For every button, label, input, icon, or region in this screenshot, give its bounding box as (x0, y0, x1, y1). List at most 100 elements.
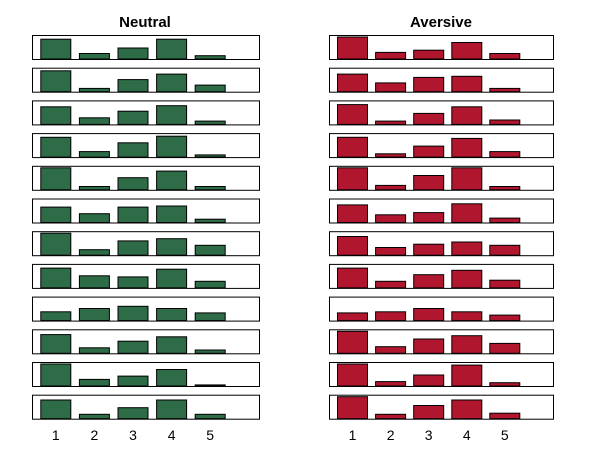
bar-aversive-row-4-cat-3 (413, 145, 445, 158)
panel-aversive-row-5 (329, 165, 554, 191)
bar-aversive-row-10-cat-2 (375, 346, 407, 354)
bar-aversive-row-7-cat-4 (451, 241, 483, 256)
bar-neutral-row-2-cat-4 (156, 73, 188, 93)
bar-neutral-row-7-cat-2 (78, 249, 110, 256)
bar-aversive-row-11-cat-5 (489, 382, 521, 387)
bar-neutral-row-7-cat-4 (156, 238, 188, 256)
x-tick-aversive-1: 1 (349, 427, 357, 443)
panel-aversive-row-9 (329, 296, 554, 322)
panels (32, 35, 554, 420)
bar-neutral-row-6-cat-3 (117, 206, 149, 224)
bar-neutral-row-11-cat-5 (194, 384, 226, 387)
bar-neutral-row-10-cat-3 (117, 340, 149, 354)
bar-aversive-row-2-cat-4 (451, 75, 483, 93)
bar-neutral-row-4-cat-3 (117, 142, 149, 158)
bar-neutral-row-3-cat-3 (117, 110, 149, 125)
chart-title-neutral: Neutral (119, 14, 171, 31)
bar-neutral-row-11-cat-3 (117, 375, 149, 387)
bar-neutral-row-11-cat-2 (78, 378, 110, 387)
bar-neutral-row-1-cat-5 (194, 55, 226, 60)
bar-neutral-row-7-cat-3 (117, 240, 149, 256)
panel-neutral-row-5 (32, 165, 260, 191)
bar-aversive-row-8-cat-4 (451, 269, 483, 289)
bar-neutral-row-9-cat-5 (194, 312, 226, 322)
panel-aversive-row-6 (329, 198, 554, 224)
bar-neutral-row-12-cat-2 (78, 413, 110, 420)
bar-aversive-row-6-cat-1 (337, 204, 368, 223)
x-tick-aversive-3: 3 (425, 427, 433, 443)
bar-neutral-row-5-cat-1 (40, 167, 72, 191)
bar-aversive-row-8-cat-3 (413, 274, 445, 289)
bar-aversive-row-9-cat-4 (451, 311, 483, 322)
panel-aversive-row-1 (329, 35, 554, 60)
bar-aversive-row-1-cat-4 (451, 42, 483, 60)
bar-aversive-row-6-cat-5 (489, 217, 521, 224)
bar-aversive-row-3-cat-3 (413, 112, 445, 125)
x-tick-neutral-5: 5 (206, 427, 214, 443)
bar-neutral-row-2-cat-3 (117, 79, 149, 93)
bar-neutral-row-6-cat-4 (156, 205, 188, 223)
bar-aversive-row-6-cat-3 (413, 212, 445, 224)
x-tick-aversive-5: 5 (501, 427, 509, 443)
bar-aversive-row-10-cat-4 (451, 335, 483, 354)
bar-aversive-row-5-cat-4 (451, 167, 483, 191)
bar-aversive-row-2-cat-5 (489, 87, 521, 93)
bar-neutral-row-6-cat-5 (194, 218, 226, 223)
bar-aversive-row-5-cat-5 (489, 186, 521, 191)
x-tick-aversive-4: 4 (463, 427, 471, 443)
bar-neutral-row-2-cat-1 (40, 70, 72, 93)
panel-neutral-row-12 (32, 394, 260, 420)
bar-aversive-row-8-cat-5 (489, 279, 521, 289)
panel-aversive-row-4 (329, 133, 554, 159)
x-tick-neutral-3: 3 (129, 427, 137, 443)
bar-aversive-row-11-cat-2 (375, 381, 407, 387)
bar-neutral-row-11-cat-4 (156, 369, 188, 387)
bar-neutral-row-8-cat-1 (40, 267, 72, 289)
bar-neutral-row-5-cat-3 (117, 177, 149, 191)
bar-aversive-row-7-cat-2 (375, 247, 407, 256)
bar-aversive-row-11-cat-3 (413, 374, 445, 387)
bar-aversive-row-5-cat-1 (337, 167, 368, 191)
bar-aversive-row-2-cat-2 (375, 82, 407, 93)
panel-aversive-row-7 (329, 231, 554, 257)
bar-neutral-row-9-cat-1 (40, 311, 72, 322)
bar-aversive-row-8-cat-1 (337, 267, 368, 289)
bar-aversive-row-9-cat-3 (413, 308, 445, 322)
bar-aversive-row-12-cat-4 (451, 399, 483, 420)
bar-neutral-row-8-cat-2 (78, 275, 110, 289)
bar-aversive-row-9-cat-5 (489, 314, 521, 322)
bar-aversive-row-10-cat-3 (413, 338, 445, 354)
bar-aversive-row-12-cat-3 (413, 405, 445, 420)
bar-neutral-row-5-cat-4 (156, 170, 188, 191)
panel-aversive-row-8 (329, 263, 554, 289)
panel-neutral-row-2 (32, 67, 260, 93)
bar-aversive-row-12-cat-5 (489, 412, 521, 420)
bar-neutral-row-1-cat-4 (156, 38, 188, 60)
bar-aversive-row-9-cat-2 (375, 311, 407, 322)
bar-aversive-row-3-cat-4 (451, 106, 483, 125)
bar-neutral-row-1-cat-2 (78, 53, 110, 60)
bar-neutral-row-8-cat-3 (117, 276, 149, 289)
panel-aversive-row-12 (329, 394, 554, 420)
bar-aversive-row-9-cat-1 (337, 312, 368, 322)
bar-neutral-row-12-cat-1 (40, 399, 72, 420)
bar-neutral-row-1-cat-3 (117, 47, 149, 60)
bar-aversive-row-1-cat-2 (375, 51, 407, 60)
x-tick-neutral-2: 2 (91, 427, 99, 443)
panel-neutral-row-4 (32, 133, 260, 159)
bar-neutral-row-6-cat-1 (40, 206, 72, 224)
panel-neutral-row-3 (32, 100, 260, 126)
bar-aversive-row-11-cat-1 (337, 363, 368, 387)
bar-neutral-row-5-cat-2 (78, 186, 110, 191)
panel-neutral-row-6 (32, 198, 260, 224)
bar-aversive-row-11-cat-4 (451, 364, 483, 387)
x-tick-neutral-4: 4 (168, 427, 176, 443)
bar-neutral-row-3-cat-2 (78, 117, 110, 125)
bar-neutral-row-12-cat-3 (117, 407, 149, 420)
bar-neutral-row-6-cat-2 (78, 213, 110, 223)
bar-neutral-row-1-cat-1 (40, 38, 72, 60)
bar-aversive-row-1-cat-5 (489, 53, 521, 60)
bar-neutral-row-9-cat-2 (78, 308, 110, 322)
bar-aversive-row-8-cat-2 (375, 280, 407, 289)
